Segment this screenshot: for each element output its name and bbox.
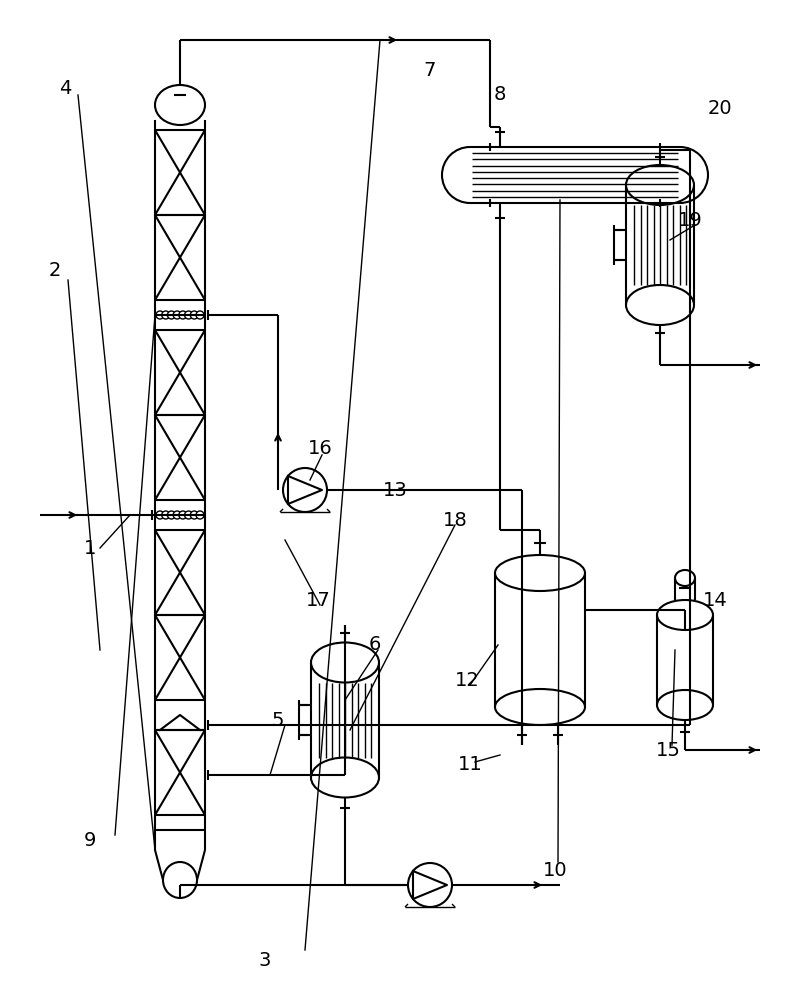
Ellipse shape <box>626 165 694 205</box>
Circle shape <box>174 311 181 319</box>
Ellipse shape <box>675 570 695 586</box>
Ellipse shape <box>495 555 585 591</box>
Circle shape <box>190 311 198 319</box>
Ellipse shape <box>311 643 379 682</box>
Ellipse shape <box>311 758 379 798</box>
Circle shape <box>190 511 198 519</box>
Circle shape <box>162 311 170 319</box>
Text: 9: 9 <box>84 830 96 850</box>
Text: 4: 4 <box>59 79 71 98</box>
Text: 15: 15 <box>656 740 681 760</box>
Circle shape <box>179 511 187 519</box>
Ellipse shape <box>657 690 713 720</box>
Text: 5: 5 <box>271 710 284 730</box>
Text: 13: 13 <box>383 481 408 499</box>
Text: 8: 8 <box>494 86 506 104</box>
Circle shape <box>156 511 164 519</box>
Circle shape <box>185 311 193 319</box>
Circle shape <box>196 511 204 519</box>
Text: 11: 11 <box>458 756 482 774</box>
Circle shape <box>408 863 452 907</box>
Circle shape <box>196 311 204 319</box>
Ellipse shape <box>163 862 197 898</box>
Text: 16: 16 <box>307 438 333 458</box>
Text: 3: 3 <box>259 950 271 970</box>
Text: 19: 19 <box>677 211 702 230</box>
Text: 20: 20 <box>708 99 732 117</box>
Circle shape <box>167 511 175 519</box>
Ellipse shape <box>155 85 205 125</box>
Circle shape <box>162 511 170 519</box>
Ellipse shape <box>495 689 585 725</box>
Text: 10: 10 <box>543 860 568 880</box>
Text: 7: 7 <box>423 60 436 80</box>
Ellipse shape <box>626 285 694 325</box>
Circle shape <box>174 511 181 519</box>
Text: 1: 1 <box>84 538 96 558</box>
Circle shape <box>179 311 187 319</box>
Text: 6: 6 <box>369 636 381 654</box>
Ellipse shape <box>657 600 713 630</box>
Text: 2: 2 <box>49 260 61 279</box>
Text: 18: 18 <box>443 510 467 530</box>
Circle shape <box>283 468 327 512</box>
Circle shape <box>167 311 175 319</box>
Circle shape <box>156 311 164 319</box>
Text: 12: 12 <box>455 670 479 690</box>
Circle shape <box>185 511 193 519</box>
Text: 17: 17 <box>306 590 330 609</box>
Text: 14: 14 <box>703 590 728 609</box>
